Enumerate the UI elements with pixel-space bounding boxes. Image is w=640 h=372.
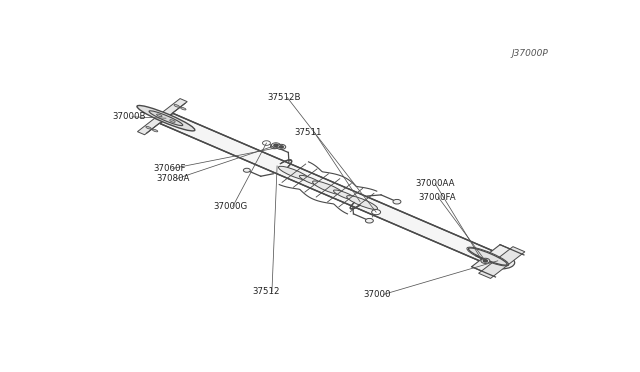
Circle shape [279,146,284,148]
Polygon shape [138,99,188,135]
Ellipse shape [490,256,515,269]
Text: 37060F: 37060F [153,164,186,173]
Ellipse shape [278,166,309,180]
Polygon shape [472,245,520,275]
Ellipse shape [170,120,175,122]
Polygon shape [479,247,525,278]
Text: J37000P: J37000P [512,48,548,58]
Circle shape [271,143,280,148]
Text: 37000FA: 37000FA [419,193,456,202]
Circle shape [262,141,271,145]
Ellipse shape [333,190,356,201]
Ellipse shape [146,126,151,129]
Text: 37080A: 37080A [157,174,190,183]
Ellipse shape [468,248,507,265]
Ellipse shape [300,175,323,186]
Circle shape [271,144,278,149]
Circle shape [365,218,373,223]
Circle shape [481,258,490,263]
Text: 37000AA: 37000AA [415,179,455,188]
Ellipse shape [149,111,183,126]
Text: 37512B: 37512B [268,93,301,102]
Ellipse shape [174,105,179,107]
Ellipse shape [137,106,195,131]
Text: 37000G: 37000G [213,202,247,211]
Circle shape [243,168,250,172]
Text: 37000B: 37000B [112,112,146,121]
Circle shape [393,199,401,204]
Circle shape [276,144,285,150]
Ellipse shape [152,129,158,132]
Ellipse shape [180,108,186,110]
Ellipse shape [312,181,344,195]
Text: 37000: 37000 [364,290,391,299]
Circle shape [483,260,487,262]
Circle shape [274,144,278,147]
Ellipse shape [157,114,162,117]
Text: 37511: 37511 [294,128,322,137]
Polygon shape [160,113,500,264]
Text: 37512: 37512 [252,287,280,296]
Circle shape [372,209,381,215]
Ellipse shape [347,196,378,209]
